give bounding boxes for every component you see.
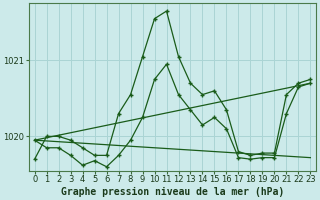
X-axis label: Graphe pression niveau de la mer (hPa): Graphe pression niveau de la mer (hPa) <box>61 186 284 197</box>
